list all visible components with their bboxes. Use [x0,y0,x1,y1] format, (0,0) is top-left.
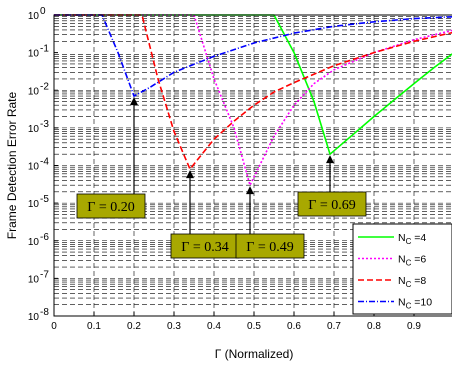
series-line [54,14,452,170]
y-tick-exponent: -8 [40,307,49,318]
x-tick-label: 0.2 [127,321,141,332]
ticks: 00.10.20.30.40.50.60.70.80.9110010-110-2… [28,6,452,332]
series-lines [54,14,452,186]
annotation-arrowhead [326,155,334,164]
legend-box [352,223,452,315]
y-tick-exponent: -5 [40,194,49,205]
annotation-label: Γ = 0.34 [181,240,229,255]
legend-label: NC =4 [398,232,426,246]
x-tick-label: 0.7 [327,321,341,332]
y-tick-exponent: -4 [40,157,49,168]
x-tick-label: 0.4 [207,321,221,332]
annotation-box [170,233,240,259]
series-line [54,14,452,97]
y-tick-label: 10 [28,86,40,97]
annotation-arrowhead [186,170,194,179]
legend-label: NC =10 [398,297,432,311]
annotation-label: Γ = 0.49 [246,240,294,255]
x-tick-label: 0.3 [167,321,181,332]
y-tick-label: 10 [28,312,40,323]
x-tick-label: 0.1 [87,321,101,332]
y-tick-label: 10 [28,49,40,60]
x-tick-label: 0.5 [247,321,261,332]
y-tick-exponent: -7 [40,269,49,280]
legend: NC =4 NC =6 NC =8 NC =10 [352,223,452,315]
annotation-label: Γ = 0.69 [308,198,356,213]
y-tick-exponent: -6 [40,232,49,243]
x-axis-label: Γ (Normalized) [215,347,294,361]
annotation-arrowhead [130,97,138,106]
annotation-box [235,233,305,259]
y-tick-label: 10 [28,124,40,135]
annotation-box [297,191,367,217]
y-tick-label: 10 [28,11,40,22]
x-tick-label: 0.9 [407,321,421,332]
y-tick-label: 10 [28,274,40,285]
annotation-box [76,193,146,219]
annotation-arrowhead [246,186,254,195]
legend-label: NC =8 [398,275,426,289]
y-tick-exponent: -2 [40,81,49,92]
y-tick-label: 10 [28,162,40,173]
x-tick-label: 0 [51,321,57,332]
y-tick-exponent: -1 [40,44,49,55]
y-tick-label: 10 [28,199,40,210]
series-line [54,14,452,155]
annotation-label: Γ = 0.20 [87,200,135,215]
y-tick-exponent: -3 [40,119,49,130]
x-tick-label: 0.6 [287,321,301,332]
annotations: Γ = 0.20 Γ = 0.34 Γ = 0.49 Γ = 0.69 [76,97,367,259]
x-tick-label: 0.8 [367,321,381,332]
y-axis-label: Frame Detection Error Rate [5,91,19,239]
y-tick-exponent: 0 [40,6,46,17]
legend-label: NC =6 [398,254,426,268]
series-line [54,14,452,186]
y-tick-label: 10 [28,237,40,248]
